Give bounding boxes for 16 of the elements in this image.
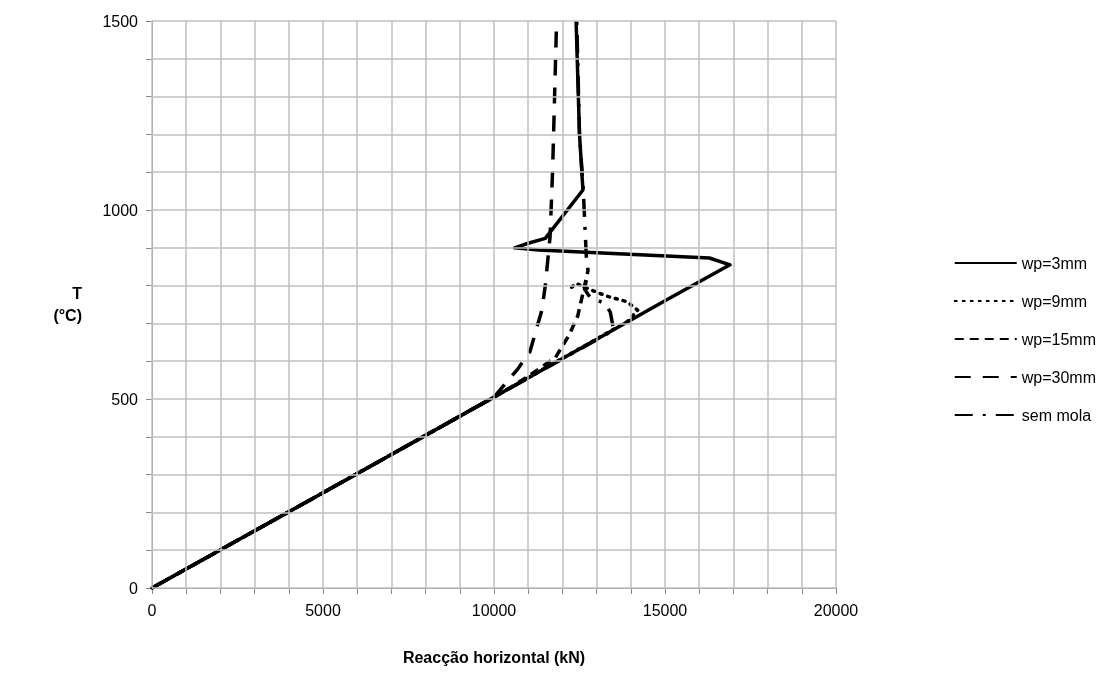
x-tick-label: 0: [147, 601, 157, 619]
legend-label: sem mola: [1021, 406, 1092, 424]
x-tick-label: 10000: [471, 601, 517, 619]
legend-label: wp=15mm: [1020, 330, 1096, 348]
y-tick-label: 500: [111, 390, 139, 408]
y-axis-title: T (°C): [53, 285, 83, 324]
y-tick-label: 0: [129, 579, 139, 597]
x-tick-label: 5000: [305, 601, 341, 619]
y-tick-label: 1500: [102, 12, 139, 30]
x-tick-label: 15000: [642, 601, 688, 619]
x-tick-label: 20000: [813, 601, 859, 619]
legend-label: wp=3mm: [1020, 254, 1088, 272]
y-tick-label: 1000: [102, 201, 139, 219]
legend-label: wp=30mm: [1020, 368, 1096, 386]
legend-label: wp=9mm: [1020, 292, 1088, 310]
x-axis-title: Reacção horizontal (kN): [402, 648, 586, 666]
